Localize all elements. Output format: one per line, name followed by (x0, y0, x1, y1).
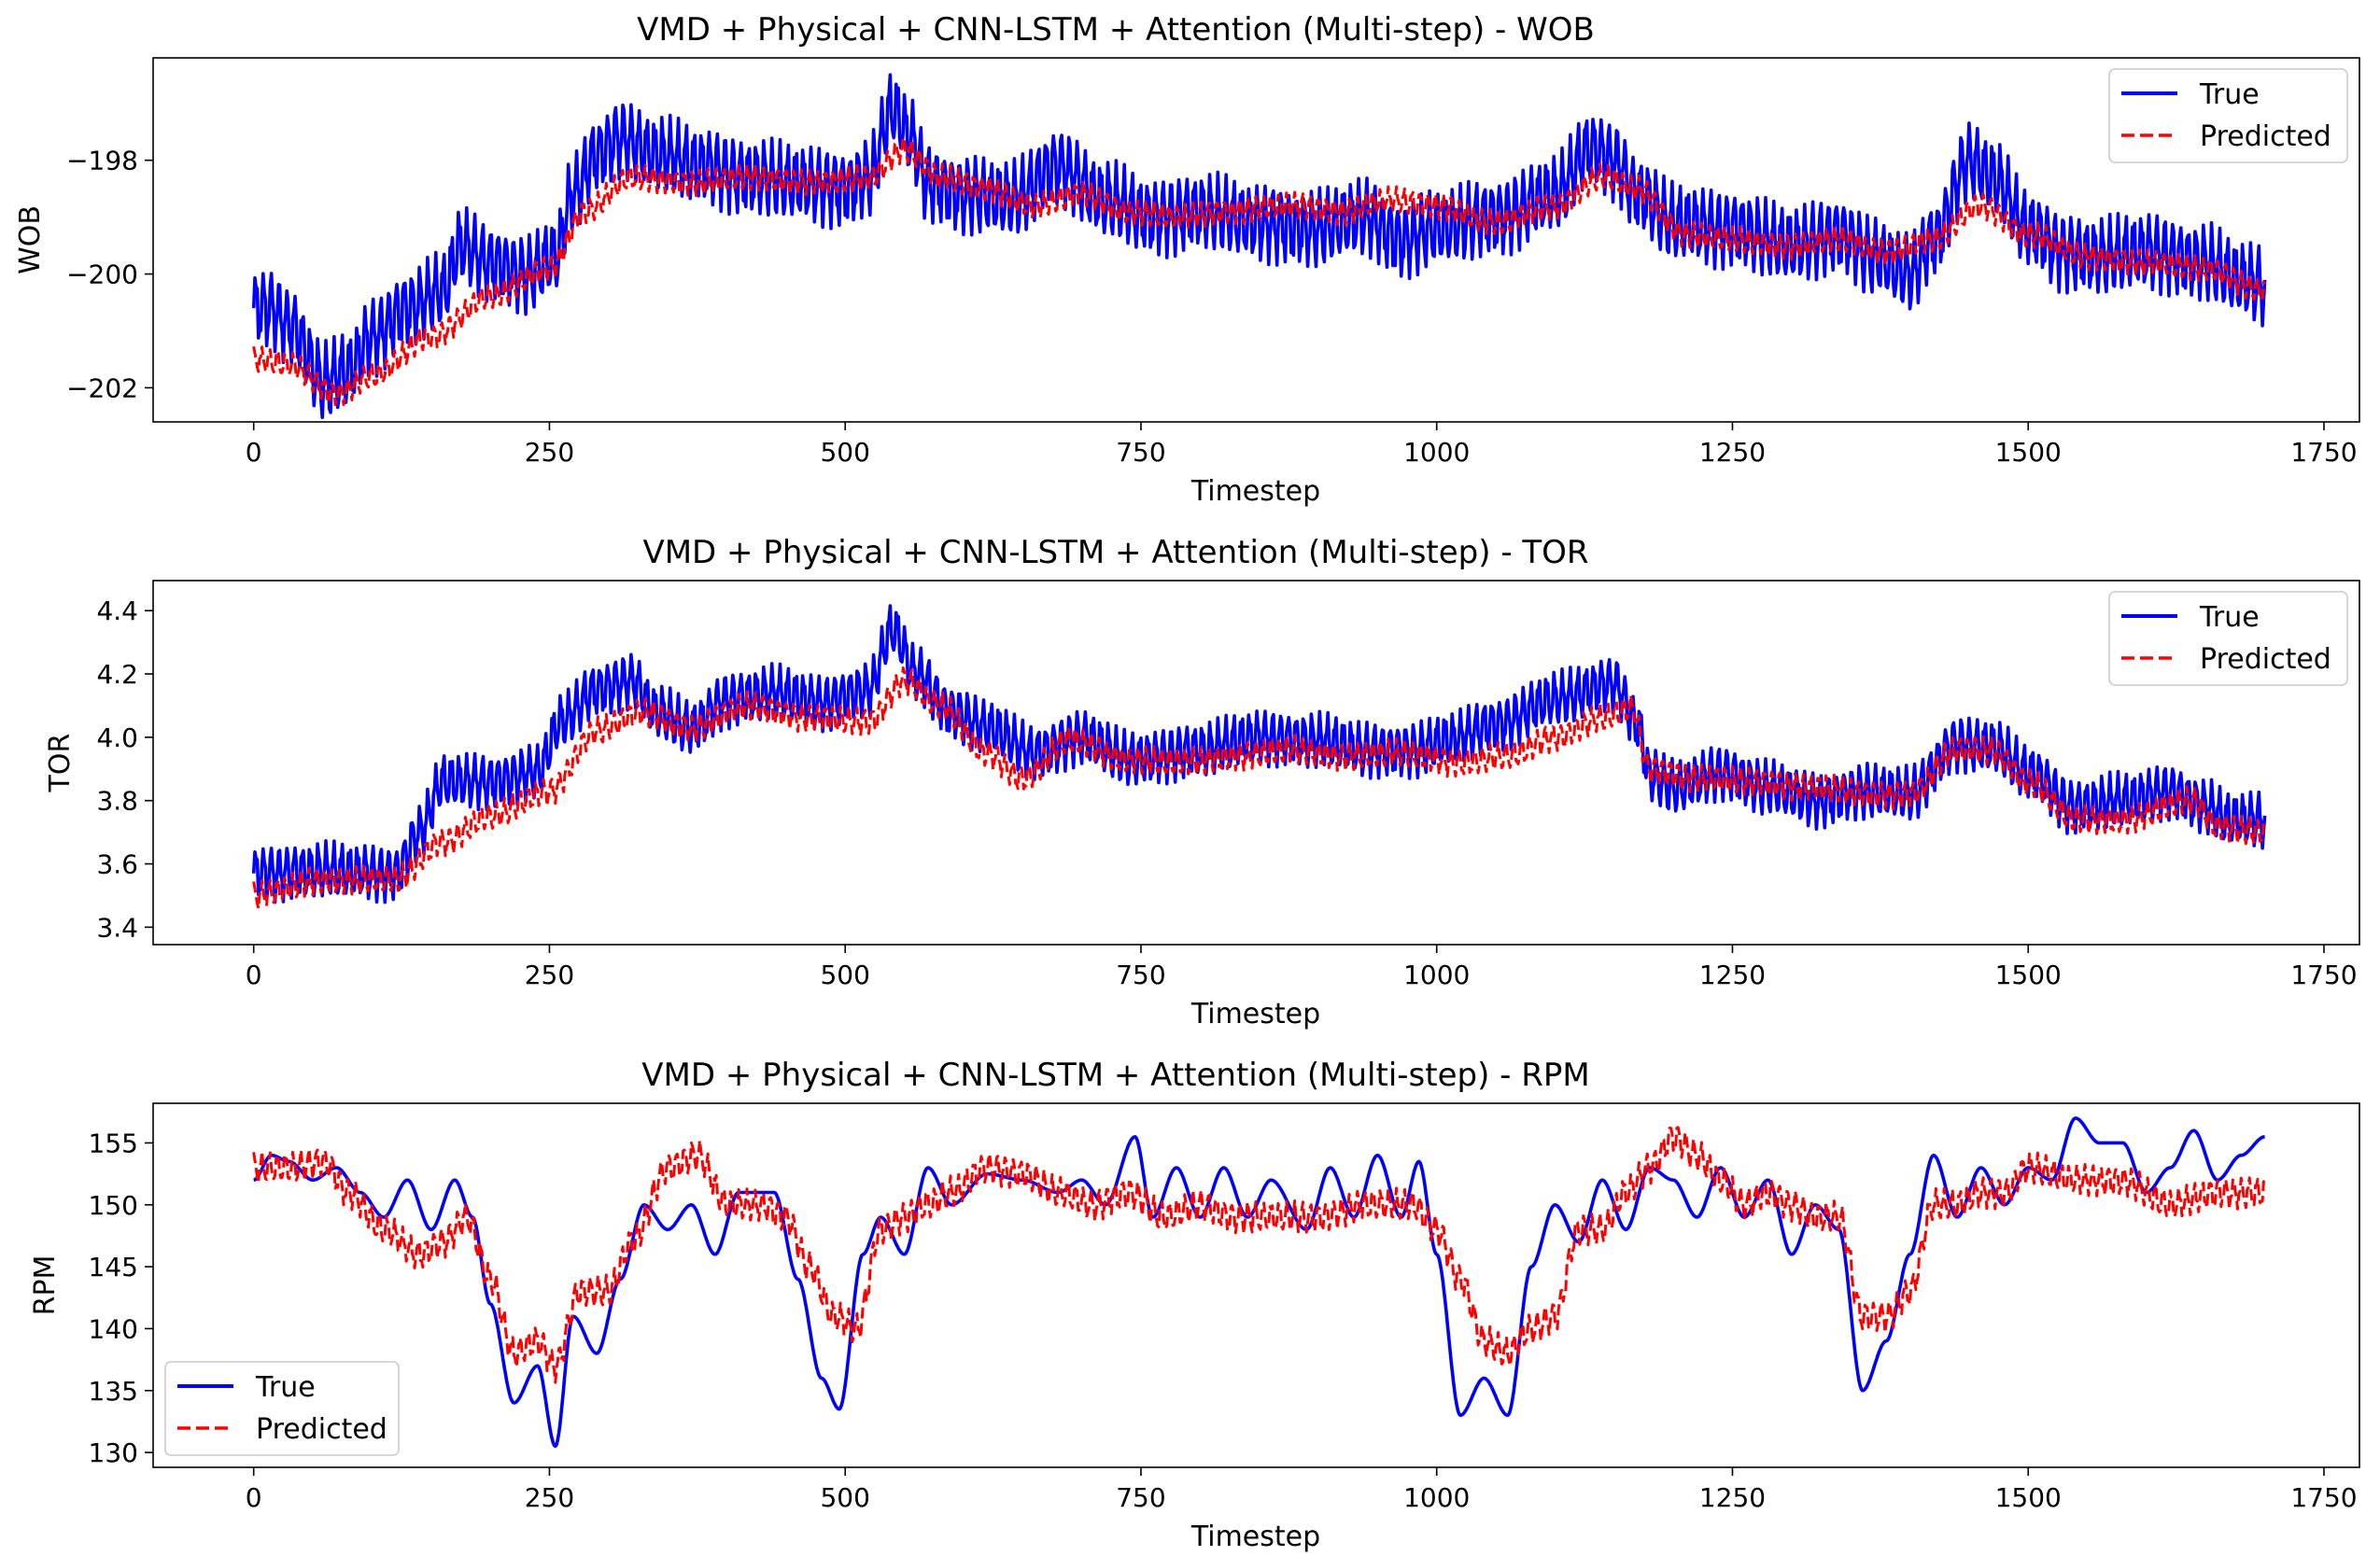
subplot-rpm-ylabel: RPM (29, 1255, 62, 1316)
subplot-rpm: VMD + Physical + CNN-LSTM + Attention (M… (29, 1057, 2360, 1553)
x-tick-label: 250 (525, 437, 574, 468)
legend-true-label: True (2199, 78, 2260, 111)
x-tick-label: 500 (820, 960, 869, 990)
x-tick-label: 250 (525, 1482, 574, 1513)
subplot-tor-frame (152, 580, 2360, 946)
wob-series-predicted-line (252, 135, 2266, 406)
y-tick-label: 3.4 (96, 912, 138, 943)
y-tick-label: 4.2 (96, 659, 138, 690)
subplot-rpm-frame (152, 1102, 2360, 1468)
subplot-rpm-title: VMD + Physical + CNN-LSTM + Attention (M… (641, 1057, 1589, 1094)
x-tick-label: 0 (246, 960, 262, 990)
x-tick-label: 500 (820, 437, 869, 468)
tor-series-true-line (251, 604, 2267, 904)
y-tick-label: 3.8 (96, 786, 138, 817)
subplot-wob: VMD + Physical + CNN-LSTM + Attention (M… (14, 11, 2360, 508)
x-tick-label: 750 (1116, 1482, 1165, 1513)
y-tick-label: 140 (89, 1313, 138, 1344)
x-tick-label: 1500 (1995, 1482, 2062, 1513)
x-tick-label: 750 (1116, 960, 1165, 990)
x-tick-label: 1250 (1699, 1482, 1766, 1513)
y-tick-label: 145 (89, 1252, 138, 1283)
subplot-wob-legend: True Predicted (2108, 68, 2348, 163)
subplot-rpm-legend: True Predicted (164, 1361, 400, 1456)
y-tick-label: −200 (66, 259, 138, 290)
subplot-rpm-lines (252, 1116, 2266, 1449)
y-tick-label: 130 (89, 1437, 138, 1468)
subplot-wob-title: VMD + Physical + CNN-LSTM + Attention (M… (637, 11, 1595, 49)
y-tick-label: −202 (66, 372, 138, 403)
x-tick-label: 1750 (2290, 960, 2357, 990)
x-tick-label: 0 (246, 1482, 262, 1513)
subplot-tor-ylabel: TOR (44, 734, 77, 793)
x-tick-label: 1500 (1995, 960, 2062, 990)
y-tick-label: 155 (89, 1128, 138, 1158)
subplot-tor-yticks: 3.4 3.6 3.8 4.0 4.2 4.4 (96, 596, 153, 943)
subplot-rpm-xticks: 0 250 500 750 1000 1250 1500 1750 (246, 1467, 2358, 1513)
subplot-wob-yticks: −202 −200 −198 (66, 146, 153, 403)
subplot-tor-legend: True Predicted (2108, 591, 2348, 686)
subplot-wob-xlabel: Timestep (1190, 475, 1320, 508)
x-tick-label: 750 (1116, 437, 1165, 468)
legend-predicted-label: Predicted (2200, 643, 2331, 676)
x-tick-label: 1250 (1699, 960, 1766, 990)
legend-predicted-label: Predicted (256, 1413, 387, 1446)
legend-predicted-label: Predicted (2200, 120, 2331, 153)
subplot-tor-title: VMD + Physical + CNN-LSTM + Attention (M… (642, 534, 1588, 571)
subplot-tor: VMD + Physical + CNN-LSTM + Attention (M… (44, 534, 2360, 1030)
subplot-wob-lines (251, 73, 2267, 419)
tor-series-predicted-line (252, 666, 2266, 910)
subplot-tor-lines (251, 604, 2267, 910)
subplot-wob-frame (152, 57, 2360, 423)
legend-true-label: True (255, 1371, 316, 1404)
rpm-series-predicted-line (252, 1126, 2266, 1384)
x-tick-label: 1750 (2290, 437, 2357, 468)
y-tick-label: 4.0 (96, 722, 138, 753)
x-tick-label: 1000 (1403, 1482, 1470, 1513)
y-tick-label: 150 (89, 1190, 138, 1221)
subplot-rpm-xlabel: Timestep (1190, 1521, 1320, 1553)
x-tick-label: 1000 (1403, 960, 1470, 990)
x-tick-label: 1250 (1699, 437, 1766, 468)
subplot-rpm-plot-area (153, 1103, 2359, 1467)
x-tick-label: 1500 (1995, 437, 2062, 468)
subplot-rpm-yticks: 130 135 140 145 150 155 (89, 1128, 153, 1468)
subplot-tor-xlabel: Timestep (1190, 998, 1320, 1030)
x-tick-label: 250 (525, 960, 574, 990)
y-tick-label: 4.4 (96, 596, 138, 626)
x-tick-label: 1750 (2290, 1482, 2357, 1513)
x-tick-label: 1000 (1403, 437, 1470, 468)
x-tick-label: 500 (820, 1482, 869, 1513)
y-tick-label: 3.6 (96, 849, 138, 880)
y-tick-label: −198 (66, 146, 138, 176)
subplot-tor-xticks: 0 250 500 750 1000 1250 1500 1750 (246, 945, 2358, 990)
rpm-series-true-line (253, 1116, 2266, 1449)
subplot-wob-xticks: 0 250 500 750 1000 1250 1500 1750 (246, 422, 2358, 468)
x-tick-label: 0 (246, 437, 262, 468)
subplot-wob-ylabel: WOB (14, 205, 47, 274)
y-tick-label: 135 (89, 1376, 138, 1407)
legend-true-label: True (2199, 601, 2260, 634)
